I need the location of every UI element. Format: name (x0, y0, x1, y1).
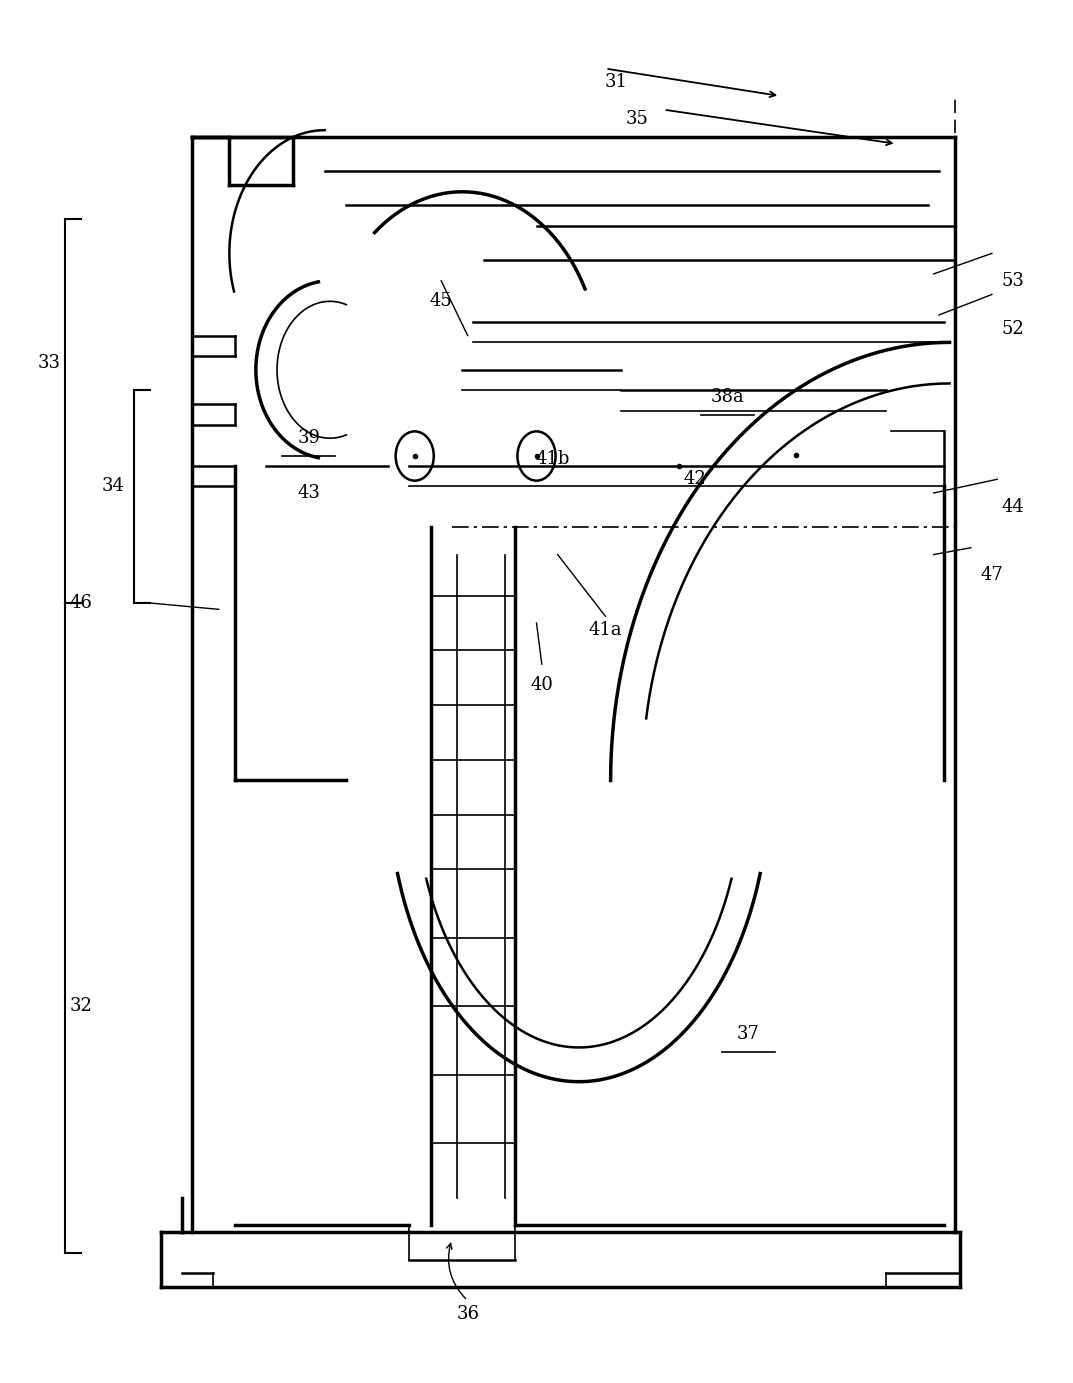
Text: 34: 34 (102, 477, 124, 495)
Text: 44: 44 (1002, 498, 1025, 516)
Text: 31: 31 (604, 73, 628, 91)
Text: 41a: 41a (588, 621, 622, 639)
Text: 46: 46 (70, 593, 92, 611)
Text: 43: 43 (297, 484, 320, 502)
Text: 33: 33 (38, 354, 61, 372)
Text: 52: 52 (1002, 319, 1025, 337)
Text: 42: 42 (684, 470, 707, 488)
Text: 45: 45 (430, 292, 453, 310)
Text: 53: 53 (1002, 272, 1025, 290)
Text: 37: 37 (737, 1025, 760, 1043)
Text: 32: 32 (70, 997, 92, 1015)
Text: 40: 40 (530, 676, 554, 694)
Text: 35: 35 (626, 111, 648, 129)
Text: 39: 39 (297, 429, 321, 447)
Text: 36: 36 (456, 1306, 480, 1324)
Text: 47: 47 (981, 566, 1003, 584)
Text: 41b: 41b (535, 449, 570, 467)
Text: 38a: 38a (710, 389, 744, 407)
